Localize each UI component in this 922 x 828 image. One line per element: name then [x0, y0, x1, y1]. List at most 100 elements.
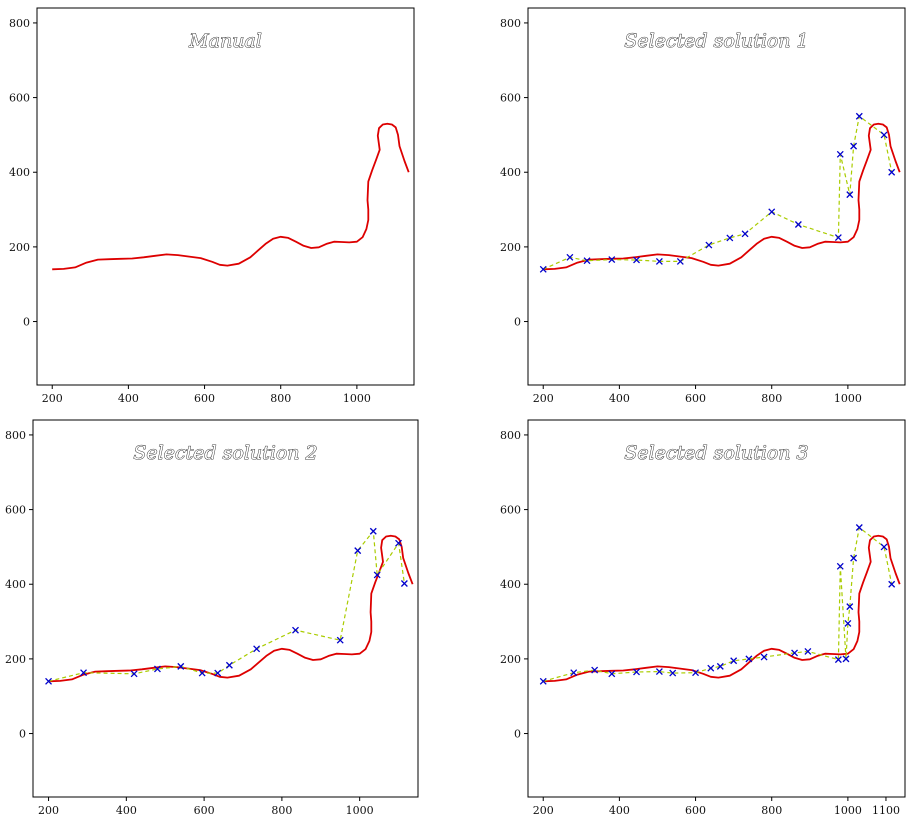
- control-point-marker: [130, 670, 138, 678]
- marker-stroke: [80, 669, 88, 677]
- marker-stroke: [570, 669, 578, 677]
- control-point-marker: [730, 657, 738, 665]
- marker-stroke: [369, 527, 377, 535]
- control-point-marker: [369, 527, 377, 535]
- y-tick-label: 0: [514, 728, 521, 741]
- y-tick-label: 400: [5, 578, 26, 591]
- control-point-marker: [676, 257, 684, 265]
- control-point-marker: [842, 655, 850, 663]
- marker-stroke: [794, 221, 802, 228]
- axes-frame: [36, 7, 415, 386]
- marker-stroke: [804, 647, 812, 655]
- marker-stroke: [336, 636, 344, 644]
- x-tick-label: 800: [271, 804, 292, 817]
- control-polyline: [543, 526, 893, 682]
- y-tick-label: 200: [500, 653, 521, 666]
- marker-stroke: [855, 112, 863, 120]
- marker-stroke: [655, 257, 663, 265]
- control-polyline: [48, 529, 405, 682]
- control-point-marker: [855, 112, 863, 120]
- x-tick-label: 1100: [872, 804, 900, 817]
- marker-stroke: [741, 230, 749, 238]
- marker-stroke: [880, 543, 888, 551]
- marker-stroke: [850, 142, 858, 150]
- marker-stroke: [633, 668, 640, 676]
- control-point-marker: [850, 142, 858, 150]
- marker-stroke: [760, 653, 768, 661]
- y-tick-label: 0: [514, 316, 521, 329]
- y-tick-label: 400: [9, 166, 30, 179]
- control-point-marker: [214, 669, 222, 677]
- control-point-marker: [880, 131, 888, 139]
- marker-stroke: [692, 669, 700, 677]
- path-curve: [48, 534, 414, 683]
- y-tick-label: 200: [5, 653, 26, 666]
- panel-title: Selected solution 3: [624, 442, 808, 464]
- marker-stroke: [669, 669, 677, 677]
- y-tick-label: 400: [500, 166, 521, 179]
- control-point-marker: [539, 265, 547, 273]
- marker-stroke: [707, 664, 715, 672]
- marker-stroke: [395, 539, 403, 547]
- control-point-marker: [707, 664, 715, 672]
- control-point-marker: [836, 562, 844, 570]
- control-point-marker: [855, 524, 863, 531]
- control-point-marker: [705, 241, 713, 249]
- control-point-marker: [888, 168, 896, 176]
- marker-stroke: [214, 669, 222, 677]
- marker-stroke: [225, 661, 233, 669]
- panel-title: Selected solution 2: [133, 442, 317, 464]
- marker-stroke: [716, 662, 724, 670]
- control-point-marker: [539, 677, 547, 685]
- control-point-marker: [608, 256, 616, 264]
- marker-stroke: [566, 253, 574, 261]
- marker-stroke: [888, 168, 896, 176]
- marker-stroke: [583, 257, 591, 265]
- marker-stroke: [354, 547, 362, 555]
- control-point-marker: [608, 670, 616, 678]
- x-tick-label: 400: [609, 392, 630, 405]
- control-point-marker: [80, 669, 88, 677]
- x-tick-label: 800: [761, 804, 782, 817]
- marker-stroke: [591, 666, 599, 674]
- marker-stroke: [705, 241, 713, 249]
- control-point-marker: [177, 662, 185, 670]
- control-point-marker: [794, 221, 802, 228]
- x-tick-label: 600: [685, 392, 706, 405]
- control-point-marker: [373, 571, 381, 579]
- marker-stroke: [846, 191, 854, 199]
- y-tick-label: 0: [19, 728, 26, 741]
- control-point-marker: [834, 656, 842, 664]
- panel-selected-solution-3: 200 400 600 800 1000 1100 0 200 400 600 800 Selecte…: [500, 419, 906, 817]
- marker-stroke: [791, 649, 799, 657]
- y-tick-label: 200: [9, 241, 30, 254]
- axes-frame: [527, 419, 906, 798]
- x-tick-label: 400: [609, 804, 630, 817]
- marker-stroke: [633, 256, 640, 264]
- control-point-marker: [591, 666, 599, 674]
- marker-stroke: [539, 677, 547, 685]
- marker-stroke: [726, 234, 734, 242]
- x-tick-label: 400: [118, 392, 139, 405]
- control-point-marker: [846, 191, 854, 199]
- y-tick-label: 800: [9, 17, 30, 30]
- marker-stroke: [834, 656, 842, 664]
- marker-stroke: [153, 665, 161, 673]
- control-point-marker: [198, 669, 206, 677]
- axes-frame: [32, 419, 419, 798]
- y-tick-label: 400: [500, 578, 521, 591]
- panel-selected-solution-2: 200 400 600 800 1000 0 200 400 600 800 Selected so…: [5, 419, 419, 817]
- marker-stroke: [850, 554, 858, 562]
- marker-stroke: [768, 208, 776, 216]
- marker-stroke: [539, 265, 547, 273]
- marker-stroke: [373, 571, 381, 579]
- marker-stroke: [292, 626, 299, 634]
- control-point-marker: [844, 619, 852, 627]
- marker-stroke: [846, 603, 854, 611]
- marker-stroke: [745, 655, 753, 663]
- x-tick-label: 200: [533, 804, 554, 817]
- control-point-marker: [741, 230, 749, 238]
- control-point-marker: [726, 234, 734, 242]
- control-point-marker: [716, 662, 724, 670]
